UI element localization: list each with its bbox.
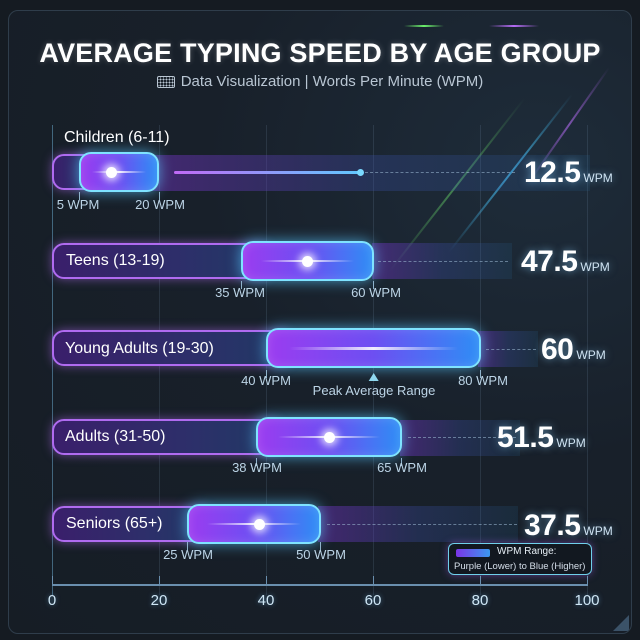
min-label: 38 WPM xyxy=(232,460,282,475)
subtitle-text: Data Visualization | Words Per Minute (W… xyxy=(180,73,484,90)
x-axis xyxy=(52,584,588,586)
chart-subtitle: Data Visualization | Words Per Minute (W… xyxy=(0,73,640,90)
average-line xyxy=(174,171,359,174)
average-number: 51.5 xyxy=(497,421,554,454)
range-bar-young-adults[interactable] xyxy=(266,328,481,368)
axis-tick xyxy=(52,576,53,584)
decor-line xyxy=(404,25,444,27)
min-tick xyxy=(241,281,242,289)
min-label: 5 WPM xyxy=(56,197,100,212)
max-tick xyxy=(320,542,321,550)
grid-line-80 xyxy=(480,125,481,595)
dashed-leader xyxy=(486,349,536,350)
average-value: 37.5 WPM xyxy=(524,509,613,543)
average-value: 51.5 WPM xyxy=(497,421,586,455)
legend: WPM Range: Purple (Lower) to Blue (Highe… xyxy=(448,543,592,575)
range-bar-teens[interactable] xyxy=(241,241,374,281)
group-track xyxy=(52,419,282,455)
axis-label: 60 xyxy=(364,592,382,609)
axis-tick xyxy=(159,576,160,584)
average-value: 12.5 WPM xyxy=(524,156,613,190)
corner-accent xyxy=(613,615,629,631)
max-label: 20 WPM xyxy=(135,197,185,212)
average-marker xyxy=(302,255,313,267)
average-number: 47.5 xyxy=(521,245,578,278)
range-bar-seniors[interactable] xyxy=(187,504,321,544)
axis-label: 100 xyxy=(574,592,600,609)
group-label: Children (6-11) xyxy=(64,129,170,146)
chart-title: AVERAGE TYPING SPEED BY AGE GROUP xyxy=(39,38,601,68)
average-marker xyxy=(105,166,117,178)
dashed-leader xyxy=(378,261,508,262)
min-tick xyxy=(266,370,267,378)
axis-tick xyxy=(480,576,481,584)
decor-line xyxy=(489,25,539,27)
triangle-up-icon xyxy=(368,373,379,381)
axis-label: 80 xyxy=(471,592,489,609)
range-bar-children[interactable] xyxy=(79,152,159,192)
average-value: 47.5 WPM xyxy=(521,245,610,279)
group-label: Young Adults (19-30) xyxy=(65,340,214,357)
max-label: 80 WPM xyxy=(458,373,508,388)
average-unit: WPM xyxy=(583,171,613,185)
average-unit: WPM xyxy=(580,260,610,274)
max-tick xyxy=(373,281,374,289)
group-label: Teens (13-19) xyxy=(66,252,165,269)
average-marker xyxy=(253,518,265,530)
max-label: 60 WPM xyxy=(351,285,401,300)
peak-label: Peak Average Range xyxy=(312,383,436,398)
average-unit: WPM xyxy=(576,348,606,362)
min-tick xyxy=(79,192,80,200)
max-tick xyxy=(401,458,402,466)
axis-label: 40 xyxy=(257,592,275,609)
grid-line-100 xyxy=(587,125,588,595)
max-label: 65 WPM xyxy=(377,460,427,475)
min-tick xyxy=(256,458,257,466)
axis-tick xyxy=(587,576,588,584)
average-number: 12.5 xyxy=(524,156,581,189)
range-streak xyxy=(91,171,147,173)
dashed-leader xyxy=(408,437,516,438)
average-number: 60 xyxy=(541,333,574,366)
axis-label: 20 xyxy=(150,592,168,609)
axis-tick xyxy=(266,576,267,584)
range-tail xyxy=(400,420,520,456)
average-endpoint xyxy=(357,169,364,176)
average-marker xyxy=(323,431,335,443)
max-label: 50 WPM xyxy=(296,547,346,562)
legend-title: WPM Range: xyxy=(497,546,557,557)
group-label: Seniors (65+) xyxy=(66,515,163,532)
peak-annotation: Peak Average Range xyxy=(312,373,436,398)
range-bar-adults[interactable] xyxy=(256,417,402,457)
max-tick xyxy=(480,370,481,378)
average-number: 37.5 xyxy=(524,509,581,542)
legend-description: Purple (Lower) to Blue (Higher) xyxy=(454,561,586,572)
max-tick xyxy=(159,192,160,200)
dashed-leader xyxy=(327,524,517,525)
group-label: Adults (31-50) xyxy=(65,428,166,445)
min-label: 35 WPM xyxy=(215,285,265,300)
grid-line-0 xyxy=(52,125,53,595)
min-label: 40 WPM xyxy=(241,373,291,388)
min-label: 25 WPM xyxy=(163,547,213,562)
axis-label: 0 xyxy=(47,592,57,609)
min-tick xyxy=(187,542,188,550)
average-unit: WPM xyxy=(583,524,613,538)
gradient-swatch xyxy=(456,549,490,557)
keyboard-icon xyxy=(156,75,175,88)
average-value: 60 WPM xyxy=(541,333,606,367)
average-unit: WPM xyxy=(556,436,586,450)
dashed-leader xyxy=(365,172,515,173)
group-track xyxy=(52,330,292,366)
axis-tick xyxy=(373,576,374,584)
range-streak xyxy=(289,347,458,350)
